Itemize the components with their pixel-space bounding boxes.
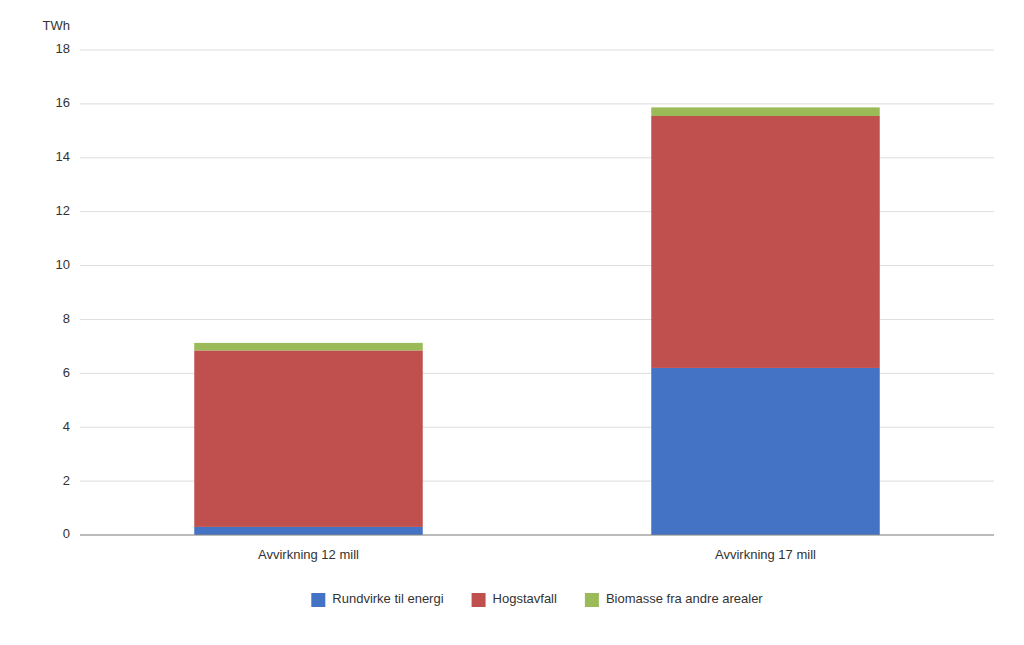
chart: 024681012141618TWhAvvirkning 12 millAvvi… [0,0,1024,645]
grid [80,50,994,535]
bar-segment [651,107,880,116]
legend-item: Biomasse fra andre arealer [585,591,763,607]
legend-label: Rundvirke til energi [332,591,443,606]
x-tick-label: Avvirkning 17 mill [715,547,816,562]
chart-container: 024681012141618TWhAvvirkning 12 millAvvi… [0,0,1024,645]
bar-segment [651,368,880,535]
legend-label: Hogstavfall [493,591,557,606]
legend-swatch [585,593,599,607]
grid-line [80,535,994,536]
grid-line [80,50,994,51]
y-tick-label: 6 [63,365,70,380]
bars [194,107,880,535]
x-axis-line [80,535,994,536]
y-tick-label: 8 [63,311,70,326]
bar-segment [651,116,880,368]
legend-item: Hogstavfall [472,591,557,607]
y-tick-label: 10 [56,257,70,272]
bar-segment [194,343,423,351]
y-tick-label: 14 [56,149,70,164]
y-tick-label: 12 [56,203,70,218]
legend: Rundvirke til energi Hogstavfall Biomasse … [311,591,763,607]
y-axis-label: TWh [43,18,70,33]
bar-segment [194,527,423,535]
y-tick-label: 18 [56,41,70,56]
y-axis: 0 2 4 6 8 10 12 14 16 18 [56,41,70,541]
y-tick-label: 16 [56,95,70,110]
legend-label: Biomasse fra andre arealer [606,591,763,606]
x-axis: Avvirkning 12 mill Avvirkning 17 mill [80,535,994,562]
legend-swatch [311,593,325,607]
bar-segment [194,350,423,526]
y-tick-label: 0 [63,526,70,541]
y-tick-label: 4 [63,419,70,434]
grid-line [80,103,994,104]
y-tick-label: 2 [63,473,70,488]
legend-item: Rundvirke til energi [311,591,443,607]
x-tick-label: Avvirkning 12 mill [258,547,359,562]
legend-swatch [472,593,486,607]
